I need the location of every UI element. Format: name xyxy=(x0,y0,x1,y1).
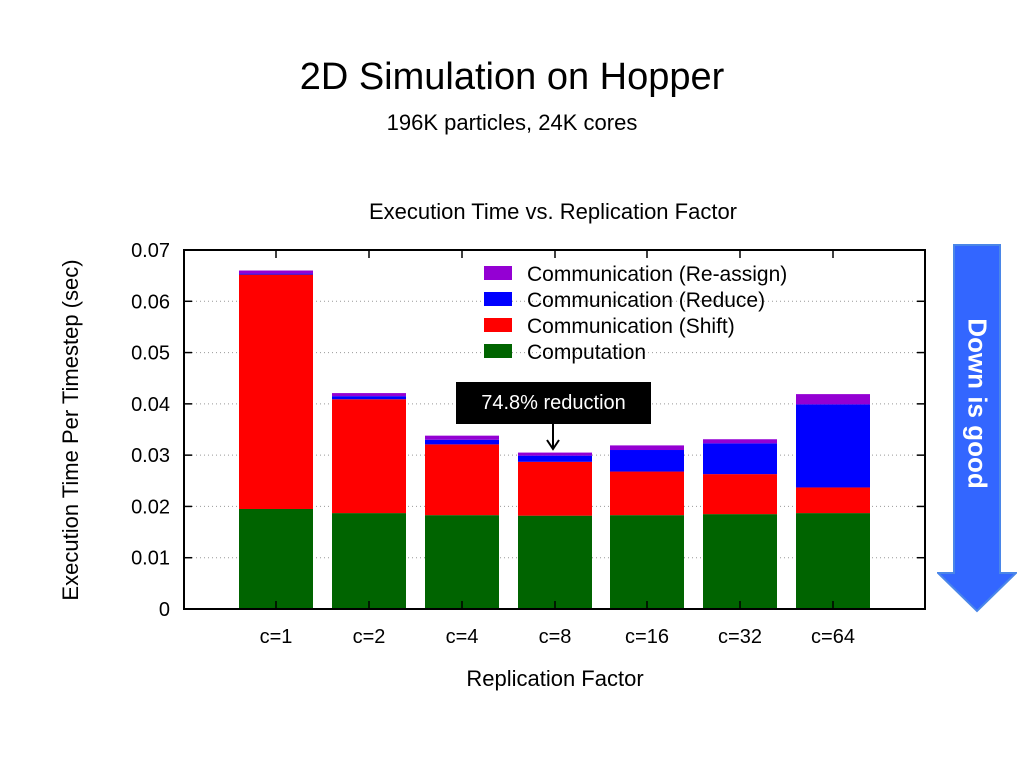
legend-swatch xyxy=(484,344,512,358)
y-tick-label: 0.05 xyxy=(131,343,170,365)
x-tick-label: c=4 xyxy=(446,626,479,648)
y-tick-label: 0.07 xyxy=(131,240,170,262)
axis-ticks: 0 0.01 0.02 0.03 0.04 0.05 0.06 0.07 c=1 c=2 c=4 c=… xyxy=(131,240,925,648)
bar-segment xyxy=(518,461,592,516)
y-tick-label: 0.02 xyxy=(131,496,170,518)
x-tick-label: c=16 xyxy=(625,626,669,648)
bar-segment xyxy=(703,474,777,515)
bar-segment xyxy=(703,443,777,475)
bars xyxy=(239,270,870,609)
y-tick-label: 0.04 xyxy=(131,394,170,416)
down-is-good-label-wrap: Down is good xyxy=(937,243,1017,563)
legend-label: Communication (Re-assign) xyxy=(527,263,787,286)
bar-segment xyxy=(610,450,684,472)
bar-segment xyxy=(796,513,870,609)
bar-segment xyxy=(332,399,406,514)
callout-arrow-head xyxy=(546,439,560,451)
slide-title: 2D Simulation on Hopper xyxy=(299,56,725,98)
bar-segment xyxy=(239,508,313,609)
legend-label: Computation xyxy=(527,341,646,364)
reduction-callout: 74.8% reduction xyxy=(456,382,651,424)
bar-segment xyxy=(425,435,499,440)
legend-swatch xyxy=(484,292,512,306)
y-tick-label: 0.06 xyxy=(131,291,170,313)
down-arrow-icon xyxy=(937,244,1017,613)
bar-segment xyxy=(332,513,406,609)
bar-segment xyxy=(610,515,684,609)
x-tick-label: c=1 xyxy=(260,626,293,648)
x-tick-label: c=8 xyxy=(539,626,572,648)
legend-swatch xyxy=(484,318,512,332)
bar-segment xyxy=(332,393,406,397)
bar-segment xyxy=(425,444,499,516)
bar-segment xyxy=(518,455,592,462)
down-is-good-label: Down is good xyxy=(962,317,993,489)
legend-swatch xyxy=(484,266,512,280)
bar-segment xyxy=(703,514,777,609)
bar-segment xyxy=(425,515,499,609)
legend-label: Communication (Shift) xyxy=(527,315,735,338)
y-tick-label: 0.01 xyxy=(131,548,170,570)
y-axis-label: Execution Time Per Timestep (sec) xyxy=(58,259,83,600)
bar-segment xyxy=(610,445,684,451)
bar-segment xyxy=(796,394,870,405)
legend: Communication (Re-assign) Communication (… xyxy=(484,263,787,364)
chart-title: Execution Time vs. Replication Factor xyxy=(369,199,737,224)
x-tick-label: c=64 xyxy=(811,626,855,648)
bar-segment xyxy=(610,471,684,516)
x-axis-label: Replication Factor xyxy=(466,666,643,691)
bar-segment xyxy=(796,404,870,488)
bar-segment xyxy=(425,439,499,445)
bar-segment xyxy=(703,439,777,444)
x-tick-label: c=2 xyxy=(353,626,386,648)
slide-subtitle: 196K particles, 24K cores xyxy=(386,110,638,135)
y-tick-label: 0.03 xyxy=(131,445,170,467)
bar-segment xyxy=(239,274,313,509)
legend-label: Communication (Reduce) xyxy=(527,289,765,312)
bar-segment xyxy=(796,487,870,514)
bar-segment xyxy=(518,452,592,456)
bar-segment xyxy=(239,270,313,274)
bar-segment xyxy=(239,273,313,275)
bar-segment xyxy=(332,396,406,400)
bar-segment xyxy=(518,515,592,609)
y-tick-label: 0 xyxy=(159,599,170,621)
x-tick-label: c=32 xyxy=(718,626,762,648)
